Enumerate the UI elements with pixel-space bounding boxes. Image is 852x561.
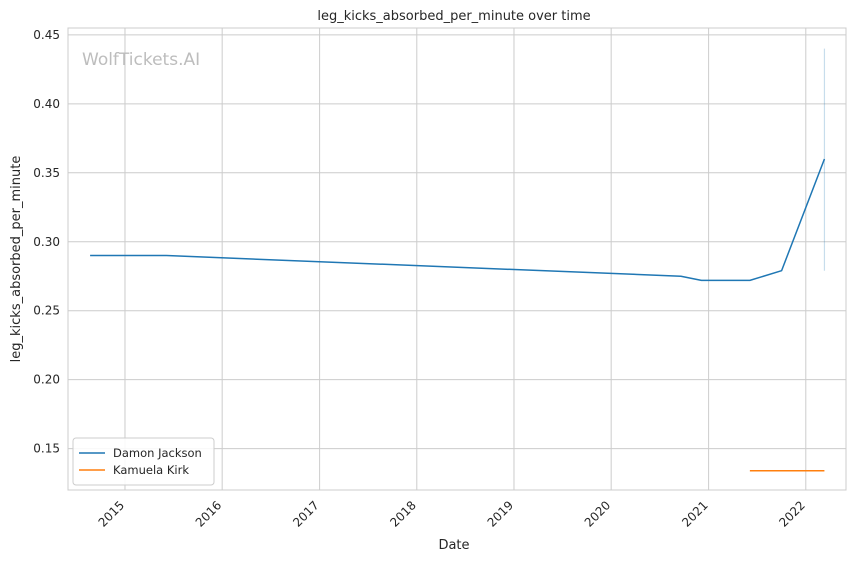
x-axis-title: Date bbox=[438, 538, 469, 553]
y-tick-label: 0.20 bbox=[33, 373, 60, 387]
legend-label-kamuela-kirk: Kamuela Kirk bbox=[113, 463, 189, 477]
y-tick-label: 0.35 bbox=[33, 166, 60, 180]
plot-frame bbox=[67, 27, 847, 491]
series-lines bbox=[90, 48, 826, 472]
y-tick-label: 0.30 bbox=[33, 235, 60, 249]
legend: Damon Jackson Kamuela Kirk bbox=[72, 437, 215, 486]
y-tick-label: 0.15 bbox=[33, 442, 60, 456]
y-tick-label: 0.40 bbox=[33, 97, 60, 111]
series-line-damon-jackson bbox=[90, 158, 826, 282]
watermark: WolfTickets.AI bbox=[82, 50, 200, 70]
y-axis-title: leg_kicks_absorbed_per_minute bbox=[9, 156, 24, 363]
tick-labels: 2015 2016 2017 2018 2019 2020 2021 20220.150.20… bbox=[33, 28, 808, 530]
y-tick-label: 0.45 bbox=[33, 28, 60, 42]
y-tick-label: 0.25 bbox=[33, 304, 60, 318]
legend-label-damon-jackson: Damon Jackson bbox=[113, 446, 202, 460]
legend-box bbox=[72, 437, 215, 486]
chart-title: leg_kicks_absorbed_per_minute over time bbox=[317, 9, 590, 24]
